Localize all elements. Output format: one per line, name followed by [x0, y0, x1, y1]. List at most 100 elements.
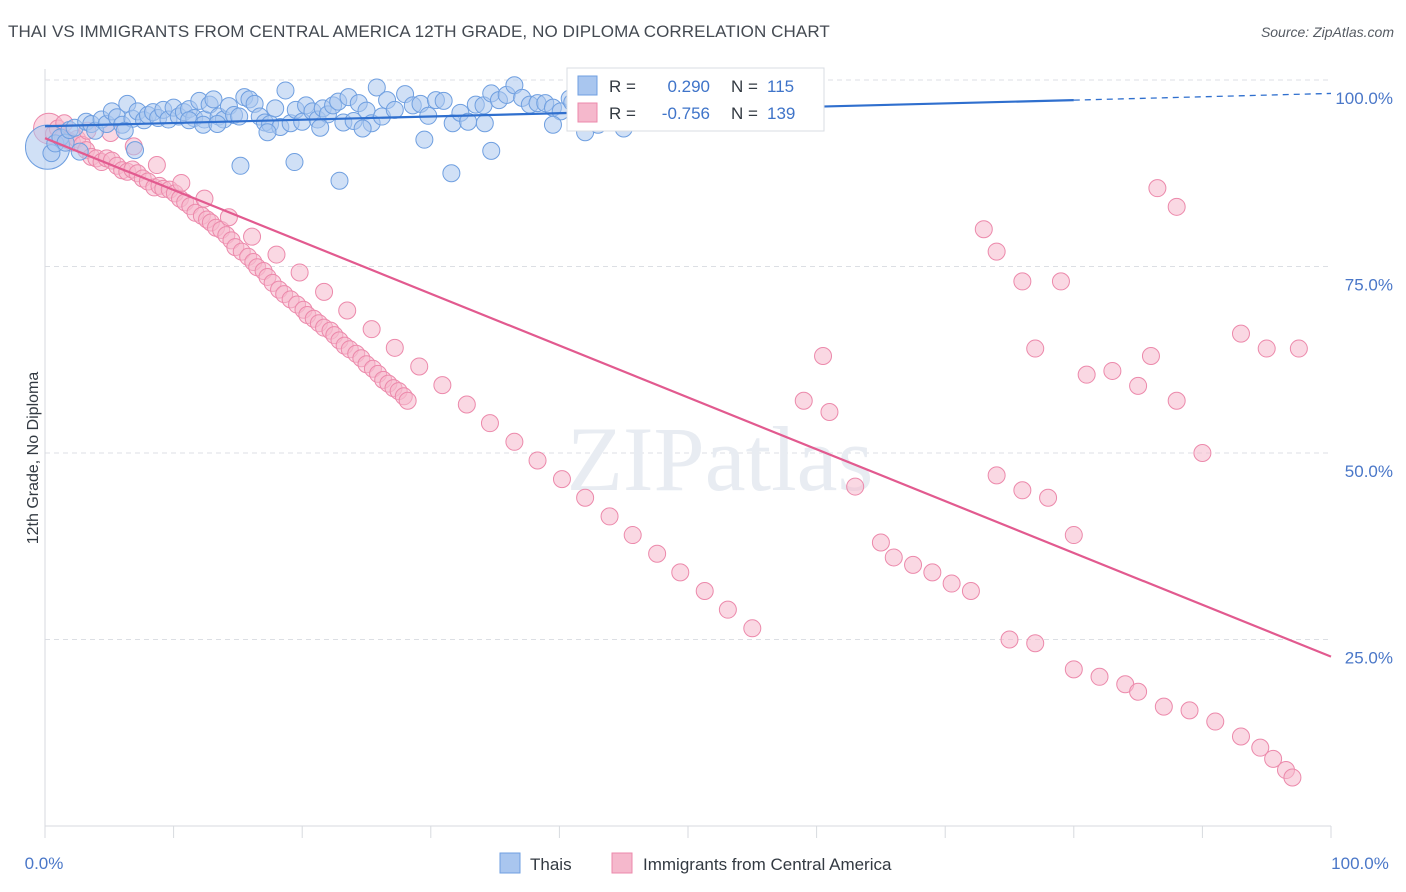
- thais-trend-line: [44, 99, 1074, 128]
- stats-n-value-immigrants: 139: [767, 104, 795, 123]
- immigrants-point: [904, 555, 923, 574]
- immigrants-point: [552, 470, 571, 489]
- immigrants-point: [1167, 197, 1186, 216]
- thais-point: [204, 90, 223, 109]
- immigrants-point: [1051, 272, 1070, 291]
- immigrants-point: [1264, 749, 1283, 768]
- legend-swatch-thais[interactable]: [499, 852, 521, 874]
- y-tick-label-25: 25.0%: [1345, 649, 1393, 668]
- stats-box: R = 0.290 N = 115 R = -0.756 N = 139: [566, 67, 825, 132]
- immigrants-point: [1231, 324, 1250, 343]
- immigrants-point: [987, 242, 1006, 261]
- immigrants-trend-line: [44, 137, 1332, 658]
- thais-point: [415, 130, 434, 149]
- immigrants-point: [1231, 727, 1250, 746]
- thais-point: [276, 81, 295, 100]
- immigrants-point: [1289, 339, 1308, 358]
- stats-n-label-thais: N =: [731, 77, 758, 96]
- thais-point: [330, 171, 349, 190]
- stats-swatch-thais: [577, 75, 598, 96]
- legend: Thais Immigrants from Central America: [499, 852, 892, 874]
- immigrants-point: [871, 533, 890, 552]
- immigrants-point: [410, 357, 429, 376]
- x-tick-label-max: 100.0%: [1331, 854, 1389, 873]
- y-tick-label-100: 100.0%: [1335, 89, 1393, 108]
- legend-label-immigrants[interactable]: Immigrants from Central America: [643, 855, 892, 874]
- immigrants-point: [1180, 701, 1199, 720]
- chart-source: Source: ZipAtlas.com: [1260, 24, 1394, 40]
- legend-label-thais[interactable]: Thais: [530, 855, 572, 874]
- stats-r-label-immigrants: R =: [609, 104, 636, 123]
- immigrants-point: [1206, 712, 1225, 731]
- immigrants-point: [147, 156, 166, 175]
- immigrants-point: [846, 477, 865, 496]
- immigrants-point: [1013, 272, 1032, 291]
- x-tick-marks: [44, 826, 1332, 838]
- immigrants-point: [1026, 339, 1045, 358]
- y-tick-label-50: 50.0%: [1345, 462, 1393, 481]
- thais-point: [208, 115, 227, 134]
- immigrants-point: [505, 432, 524, 451]
- immigrants-point: [1013, 481, 1032, 500]
- immigrants-point: [987, 466, 1006, 485]
- trend-lines: [44, 92, 1332, 658]
- immigrants-point: [1039, 488, 1058, 507]
- immigrants-point: [1283, 768, 1302, 787]
- thais-point: [285, 153, 304, 172]
- immigrants-point: [974, 220, 993, 239]
- immigrants-point: [648, 544, 667, 563]
- x-tick-label-min: 0.0%: [25, 854, 64, 873]
- immigrants-point: [1077, 365, 1096, 384]
- immigrants-point: [1026, 634, 1045, 653]
- immigrants-point: [1141, 347, 1160, 366]
- stats-r-value-thais: 0.290: [667, 77, 710, 96]
- immigrants-point: [718, 600, 737, 619]
- immigrants-point: [961, 582, 980, 601]
- immigrants-point: [743, 619, 762, 638]
- immigrants-point: [1257, 339, 1276, 358]
- immigrants-point: [695, 582, 714, 601]
- chart-title: THAI VS IMMIGRANTS FROM CENTRAL AMERICA …: [8, 22, 830, 41]
- immigrants-point: [884, 548, 903, 567]
- immigrants-point: [243, 227, 262, 246]
- thais-point: [442, 164, 461, 183]
- immigrants-point: [671, 563, 690, 582]
- immigrants-point: [290, 263, 309, 282]
- watermark: ZIPatlas: [567, 408, 874, 510]
- thais-point: [543, 115, 562, 134]
- thais-point: [126, 141, 145, 160]
- immigrants-point: [1129, 682, 1148, 701]
- immigrants-point: [820, 402, 839, 421]
- immigrants-point: [267, 245, 286, 264]
- thais-point: [353, 119, 372, 138]
- thais-point: [231, 156, 250, 175]
- immigrants-point: [600, 507, 619, 526]
- immigrants-point: [1000, 630, 1019, 649]
- stats-swatch-immigrants: [577, 102, 598, 123]
- thais-point: [367, 78, 386, 97]
- legend-swatch-immigrants[interactable]: [611, 852, 633, 874]
- stats-box-frame: [566, 67, 825, 132]
- immigrants-point: [1129, 376, 1148, 395]
- immigrants-point: [433, 376, 452, 395]
- thais-point: [115, 121, 134, 140]
- immigrants-point: [576, 488, 595, 507]
- stats-r-label-thais: R =: [609, 77, 636, 96]
- immigrants-point: [923, 563, 942, 582]
- thais-trend-extension: [1073, 92, 1332, 101]
- immigrants-point: [1193, 444, 1212, 462]
- immigrants-point: [1167, 391, 1186, 410]
- stats-r-value-immigrants: -0.756: [662, 104, 710, 123]
- immigrants-point: [528, 451, 547, 470]
- immigrants-point: [315, 282, 334, 301]
- thais-point: [258, 123, 277, 142]
- immigrants-point: [623, 526, 642, 545]
- immigrants-point: [362, 320, 381, 339]
- immigrants-point: [794, 391, 813, 410]
- immigrants-point: [1064, 660, 1083, 679]
- thais-point: [475, 114, 494, 133]
- thais-point: [482, 141, 501, 160]
- immigrants-point: [1064, 526, 1083, 545]
- immigrants-point: [1154, 697, 1173, 716]
